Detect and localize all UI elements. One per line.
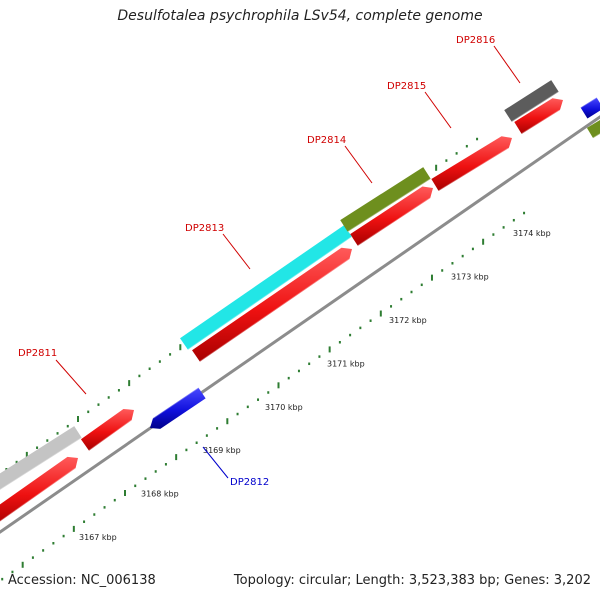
cds-forward-DP2810 [0, 456, 78, 522]
feature-highlight [88, 419, 132, 452]
feature-highlight [187, 236, 353, 351]
scale-label-3169: 3169 kbp [203, 446, 241, 455]
gene-label-DP2816[interactable]: DP2816 [456, 35, 495, 46]
scale-label-3168: 3168 kbp [141, 490, 179, 499]
feature-highlight [357, 197, 431, 247]
feature-highlight [152, 386, 199, 419]
feature-highlight [0, 467, 76, 523]
scale-labels: 3167 kbp 3168 kbp 3169 kbp 3170 kbp 3171 kbp… [79, 229, 551, 542]
leader-line-DP2816 [493, 45, 521, 84]
map-title: Desulfotalea psychrophila LSv54, complet… [117, 8, 483, 24]
feature-highlight [199, 258, 350, 363]
feature-olive [340, 167, 431, 232]
leader-line-DP2811 [55, 359, 87, 395]
feature-highlight [347, 178, 432, 233]
feature-highlight [511, 91, 560, 123]
topology-text: Topology: circular; Length: 3,523,383 bp… [233, 573, 591, 588]
cds-forward-DP2815 [431, 136, 512, 191]
feature-track [0, 80, 600, 523]
gene-label-DP2811[interactable]: DP2811 [18, 348, 57, 359]
cds-reverse-offscreen [580, 97, 600, 119]
genome-backbone [0, 115, 600, 534]
gene-labels: DP2811 DP2812 DP2813 DP2814 DP2815 DP2816 [18, 35, 521, 488]
scale-label-3173: 3173 kbp [451, 273, 489, 282]
accession-text: Accession: NC_006138 [8, 573, 156, 588]
feature-cyan [180, 225, 352, 350]
scale-label-3172: 3172 kbp [389, 316, 427, 325]
feature-highlight [521, 109, 561, 135]
feature-highlight [592, 133, 600, 139]
feature-highlight [0, 437, 83, 491]
gene-label-DP2814[interactable]: DP2814 [307, 135, 346, 146]
inner-tick-dots [1, 211, 526, 581]
cds-forward-DP2811 [80, 408, 134, 451]
leader-line-DP2814 [344, 145, 373, 184]
feature-highlight [580, 96, 597, 109]
scale-label-3174: 3174 kbp [513, 229, 551, 238]
cds-forward-DP2816 [514, 98, 563, 134]
leader-line-DP2812 [202, 446, 229, 479]
leader-line-DP2813 [222, 233, 251, 270]
gene-label-DP2815[interactable]: DP2815 [387, 81, 426, 92]
feature-dark [504, 80, 559, 122]
feature-olive-offscreen [586, 120, 600, 139]
feature-gray [0, 426, 82, 490]
scale-label-3171: 3171 kbp [327, 359, 365, 368]
cds-reverse-DP2812 [150, 387, 206, 429]
scale-label-3167: 3167 kbp [79, 533, 117, 542]
cds-forward-DP2813 [192, 247, 352, 362]
cds-forward-DP2814 [350, 186, 433, 246]
scale-label-3170: 3170 kbp [265, 403, 303, 412]
gene-label-DP2812[interactable]: DP2812 [230, 477, 269, 488]
leader-line-DP2815 [424, 91, 452, 129]
feature-highlight [438, 147, 510, 192]
gene-label-DP2813[interactable]: DP2813 [185, 223, 224, 234]
